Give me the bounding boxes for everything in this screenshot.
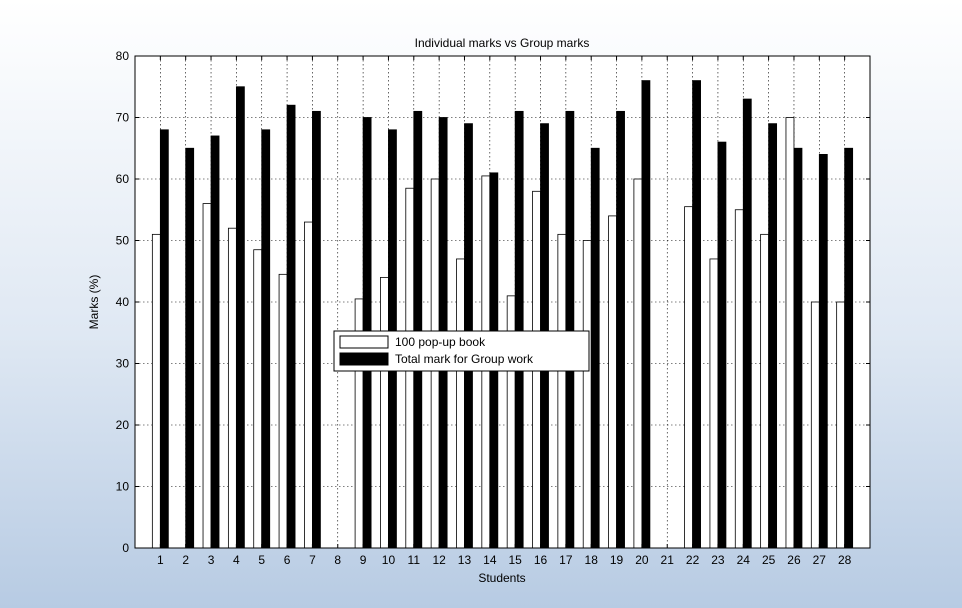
bar-individual [760,233,770,549]
bar-group [565,110,575,549]
y-tick-label: 20 [116,418,130,432]
x-tick-label: 23 [711,553,725,567]
x-tick-label: 28 [838,553,852,567]
bar-individual [734,209,744,549]
bar-individual [557,233,567,549]
y-tick-label: 10 [116,480,130,494]
bar-group [641,80,651,549]
y-tick-label: 60 [116,172,130,186]
legend-label-individual: 100 pop-up book [395,335,486,349]
x-tick-label: 26 [787,553,801,567]
bar-group [159,129,169,549]
bar-individual [151,233,161,549]
x-tick-label: 11 [408,553,421,567]
bar-group [261,129,271,549]
y-tick-label: 30 [116,357,130,371]
bar-group [312,110,321,549]
y-tick-label: 70 [116,111,130,125]
x-tick-label: 20 [635,553,649,567]
x-tick-label: 17 [559,553,573,567]
bar-individual [253,249,263,549]
x-tick-label: 12 [432,553,446,567]
x-tick-label: 13 [458,553,472,567]
x-tick-label: 22 [686,553,700,567]
legend-label-group: Total mark for Group work [395,352,534,366]
x-tick-label: 8 [334,553,341,567]
bar-individual [456,258,465,549]
bar-group [413,110,423,549]
bar-group [717,141,727,549]
x-tick-label: 16 [534,553,548,567]
x-tick-label: 4 [233,553,240,567]
bar-group [768,123,778,549]
bar-group [235,86,245,549]
bar-individual [608,215,617,549]
bar-group [844,147,854,549]
x-tick-label: 18 [585,553,599,567]
bar-individual [810,301,820,549]
x-tick-label: 21 [661,553,675,567]
bar-individual [227,227,237,549]
bar-group [793,147,803,549]
x-tick-label: 7 [309,553,316,567]
legend: 100 pop-up book Total mark for Group wor… [333,330,590,372]
bar-individual [380,276,389,549]
bar-individual [836,301,846,549]
bar-individual [304,221,313,549]
bar-individual [278,273,288,549]
y-axis-label: Marks (%) [87,275,101,330]
x-tick-label: 5 [258,553,265,567]
x-tick-label: 9 [360,553,367,567]
x-tick-label: 1 [157,553,164,567]
x-tick-label: 6 [284,553,291,567]
bar-group [210,135,220,549]
legend-swatch-group [339,352,389,366]
x-tick-label: 2 [182,553,189,567]
bar-individual [684,206,693,549]
x-tick-label: 10 [382,553,396,567]
x-tick-label: 3 [208,553,215,567]
bar-individual [582,240,592,549]
y-tick-label: 80 [116,49,130,63]
bar-group [818,153,828,549]
chart-title: Individual marks vs Group marks [415,36,590,50]
bars [151,80,854,549]
x-tick-label: 19 [610,553,624,567]
bar-group [616,110,625,549]
bar-individual [202,203,212,549]
bar-group [286,104,296,549]
y-tick-label: 40 [116,295,130,309]
bar-group [742,98,752,549]
x-axis-label: Students [478,571,525,585]
bar-individual [709,258,719,549]
x-tick-label: 14 [483,553,497,567]
bar-group [185,147,195,549]
y-tick-label: 50 [116,234,130,248]
y-tick-label: 0 [122,541,129,555]
legend-swatch-individual [339,335,389,349]
x-tick-label: 25 [762,553,776,567]
bar-individual [785,117,795,549]
x-tick-label: 27 [813,553,827,567]
x-tick-label: 24 [737,553,751,567]
bar-individual [633,178,643,549]
bar-group [590,147,600,549]
x-tick-label: 15 [508,553,522,567]
bar-group [514,110,524,549]
bar-group [692,80,701,549]
